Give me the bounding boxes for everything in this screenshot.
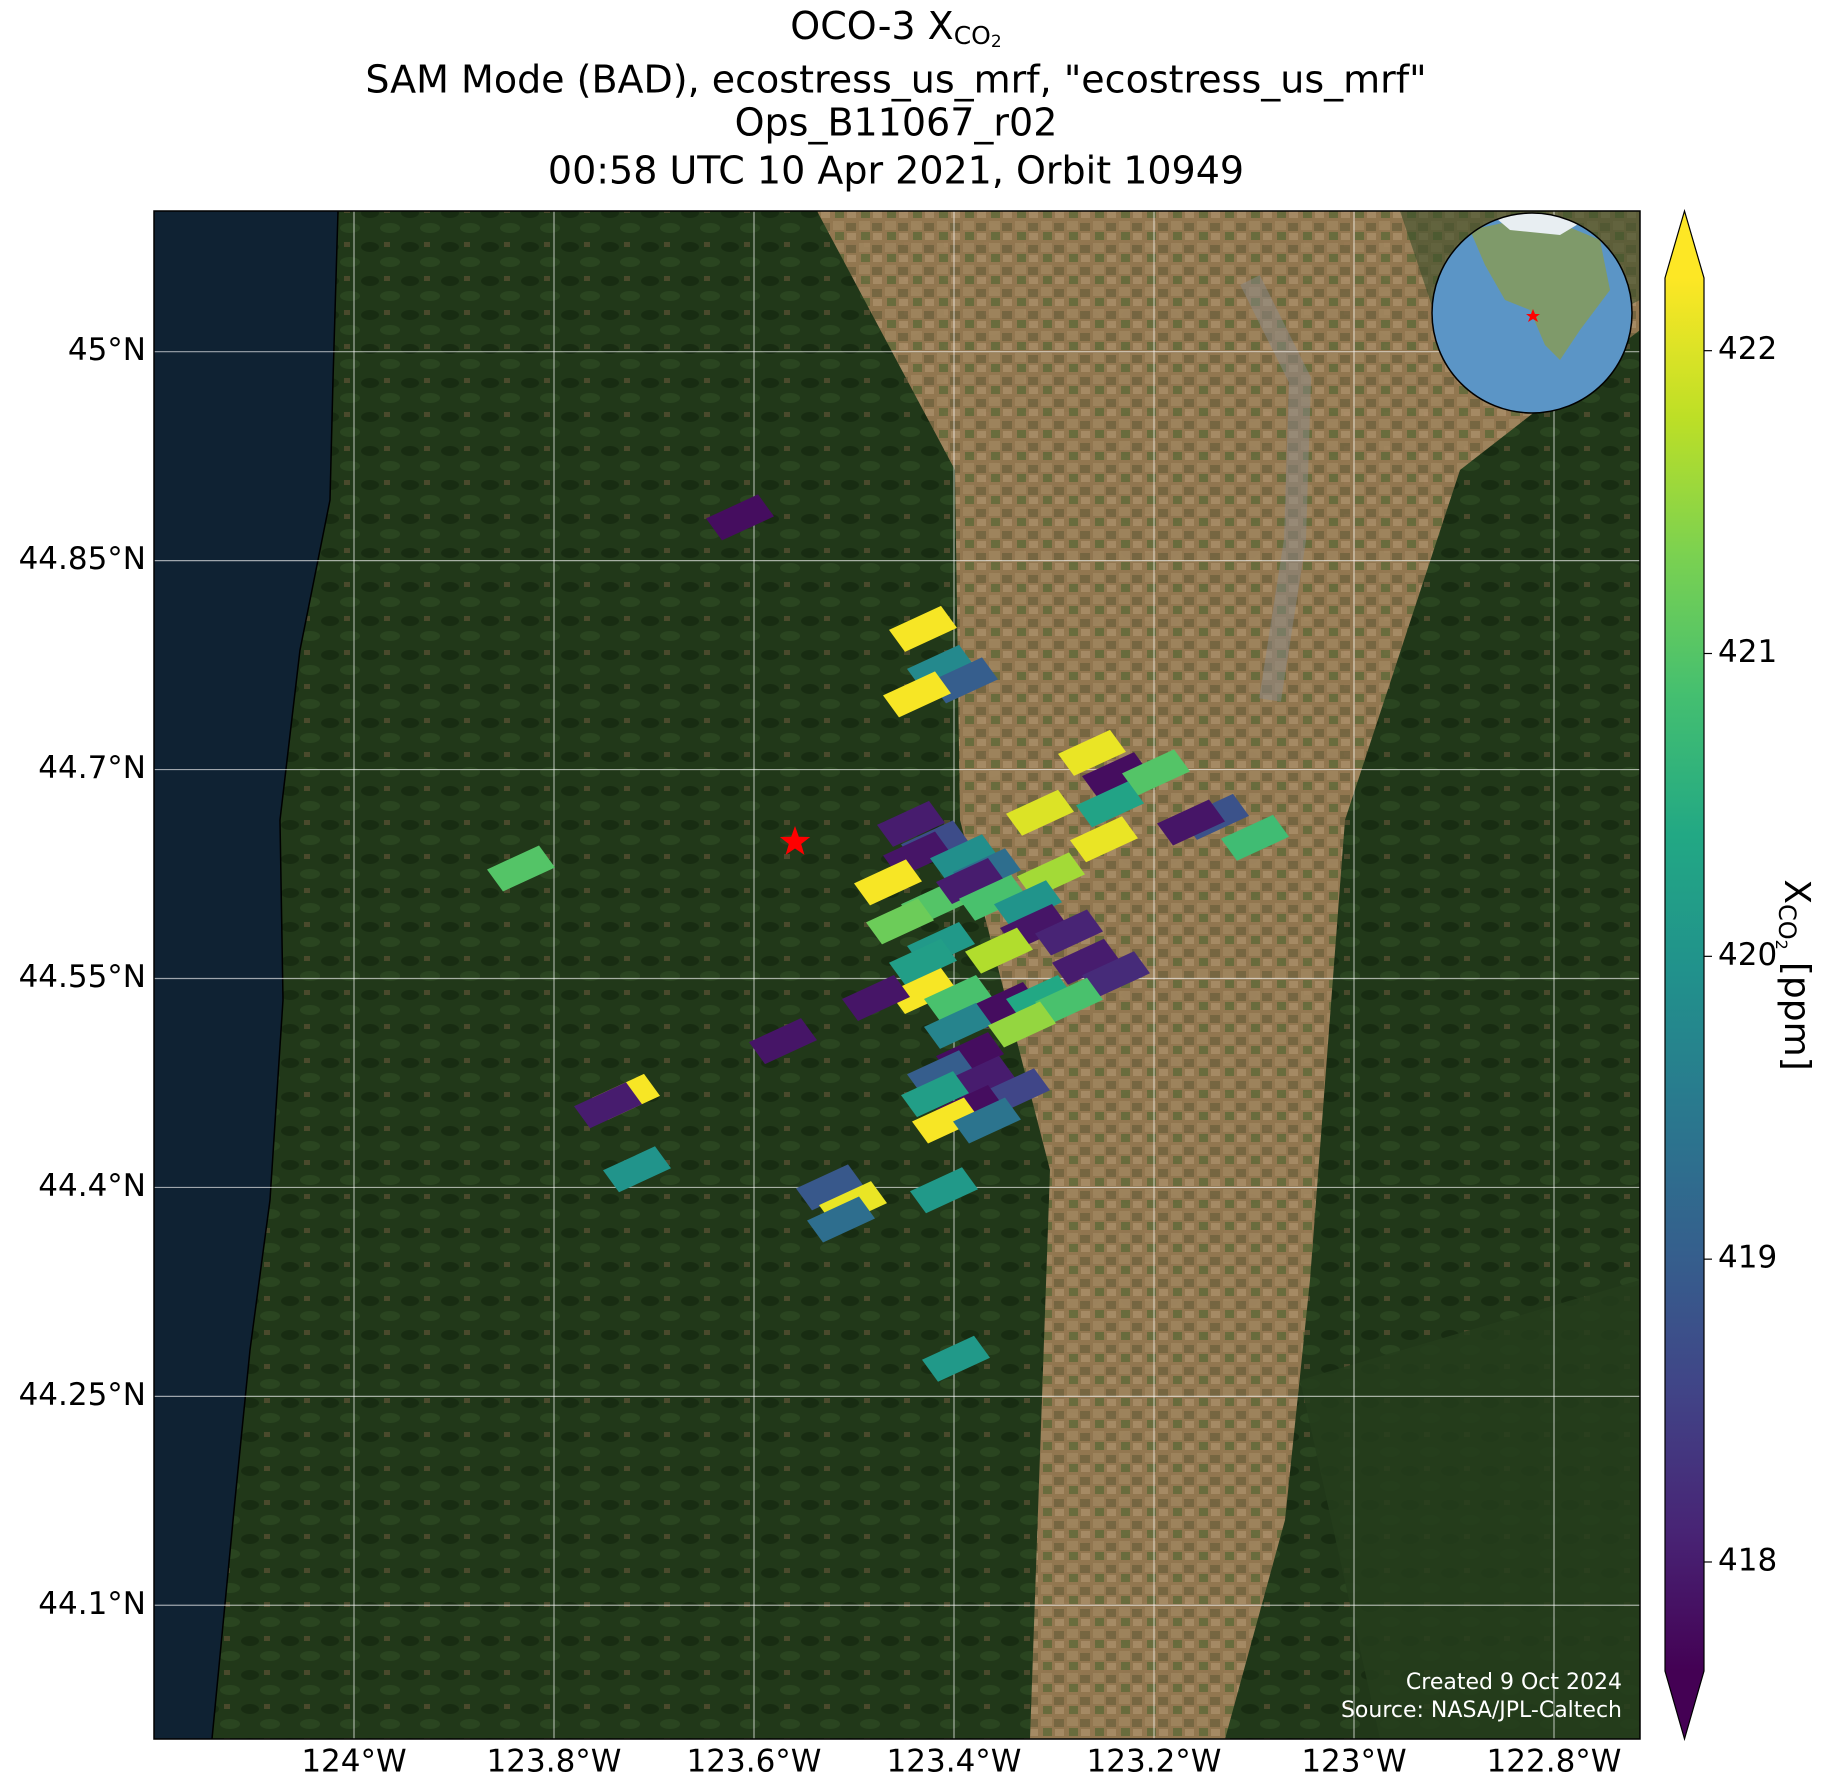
y-tick-label: 44.7°N [38, 750, 146, 786]
footprint [889, 968, 957, 1015]
colorbar: 418 419 420 421 422 [1664, 208, 1777, 1742]
x-tick-label: 123.2°W [1087, 1744, 1222, 1780]
x-tick-label: 123.6°W [687, 1744, 822, 1780]
footprint [930, 834, 998, 881]
footprint [574, 1082, 642, 1129]
footprint [1006, 789, 1074, 836]
footprint [953, 1097, 1021, 1144]
globe-star [1526, 309, 1540, 322]
title-text: OCO-3 X [790, 4, 953, 48]
footprint [1221, 814, 1289, 861]
footprint [883, 671, 951, 718]
colorbar-tick-label: 422 [1718, 331, 1777, 367]
ocean [154, 211, 338, 1739]
colorbar-tick-label: 418 [1718, 1542, 1777, 1578]
footprint [1058, 729, 1126, 776]
footprint [1082, 752, 1150, 799]
subtitle: SAM Mode (BAD), ecostress_us_mrf, "ecost… [365, 58, 1426, 102]
colorbar-fill [1665, 278, 1704, 1671]
colorbar-tick-label: 421 [1718, 634, 1777, 670]
footprint [965, 927, 1033, 974]
colorbar-label: XCO2 [ppm] [1773, 879, 1818, 1070]
x-tick-label: 123.4°W [887, 1744, 1022, 1780]
footprint [1052, 938, 1120, 985]
footprint [912, 1097, 980, 1144]
cbar-label-sub: CO [1773, 904, 1801, 940]
y-tick-label: 44.25°N [19, 1377, 146, 1413]
globe-inset [1431, 212, 1633, 414]
footprint [924, 974, 992, 1021]
footprint [842, 974, 910, 1021]
cascades [1300, 1280, 1640, 1739]
footprint [924, 1002, 992, 1049]
footprint [749, 1018, 817, 1065]
footprint [994, 880, 1062, 927]
footprint [1076, 781, 1144, 828]
basemap [154, 211, 1640, 1739]
valley [817, 211, 1640, 1739]
globe-outline [1431, 212, 1633, 414]
y-tick-label: 44.85°N [19, 541, 146, 577]
footprint [1157, 799, 1225, 846]
globe-land [1470, 215, 1610, 360]
y-tick-label: 45°N [68, 332, 146, 368]
colorbar-extend-max [1665, 211, 1704, 278]
footprint [807, 1196, 875, 1243]
footprint [936, 857, 1004, 904]
plot-frame [153, 210, 1641, 1740]
colorbar-extend-min [1665, 1671, 1704, 1739]
footprint [1035, 977, 1103, 1024]
colorbar-tick-label: 419 [1718, 1240, 1777, 1276]
x-tick-label: 124°W [301, 1744, 406, 1780]
cbar-label-text: X [1776, 879, 1817, 904]
x-tick-label: 122.8°W [1487, 1744, 1622, 1780]
colorbar-outline [1664, 208, 1705, 1742]
footprints [487, 494, 1289, 1382]
grid [154, 211, 1640, 1739]
credit: Source: NASA/JPL-Caltech [1341, 1698, 1622, 1723]
globe-ice [1490, 213, 1585, 235]
title-sub: CO [954, 21, 991, 50]
credit: Created 9 Oct 2024 [1406, 1670, 1622, 1695]
colorbar-tick-label: 420 [1718, 937, 1777, 973]
footprint [854, 859, 922, 906]
footprint [866, 898, 934, 945]
city [1240, 275, 1312, 702]
footprint [1035, 909, 1103, 956]
chart-title: OCO-3 XCO2 [790, 4, 1001, 53]
x-tick-label: 123.8°W [487, 1744, 622, 1780]
footprint [1082, 951, 1150, 998]
y-tick-label: 44.4°N [38, 1168, 146, 1204]
cbar-label-unit: [ppm] [1776, 962, 1817, 1071]
footprint [901, 1071, 969, 1118]
subtitle: 00:58 UTC 10 Apr 2021, Orbit 10949 [548, 149, 1244, 193]
coastline [211, 211, 339, 1739]
footprint [487, 845, 555, 892]
footprint [1122, 749, 1190, 796]
cbar-label-subsub: 2 [1773, 940, 1792, 950]
footprint [889, 605, 957, 652]
footprint [1070, 816, 1138, 863]
footprint [706, 494, 774, 541]
footprint [988, 1001, 1056, 1048]
footprint [910, 1167, 978, 1214]
footprint [603, 1146, 671, 1193]
footprint [889, 938, 957, 985]
y-tick-label: 44.1°N [38, 1586, 146, 1622]
target-star [779, 826, 811, 855]
footprint [796, 1164, 864, 1211]
footprint [877, 800, 945, 847]
subtitle: Ops_B11067_r02 [735, 101, 1058, 145]
title-subsub: 2 [991, 32, 1002, 52]
footprint [959, 874, 1027, 921]
y-tick-label: 44.55°N [19, 959, 146, 995]
x-tick-label: 123°W [1301, 1744, 1406, 1780]
footprint [922, 1335, 990, 1382]
